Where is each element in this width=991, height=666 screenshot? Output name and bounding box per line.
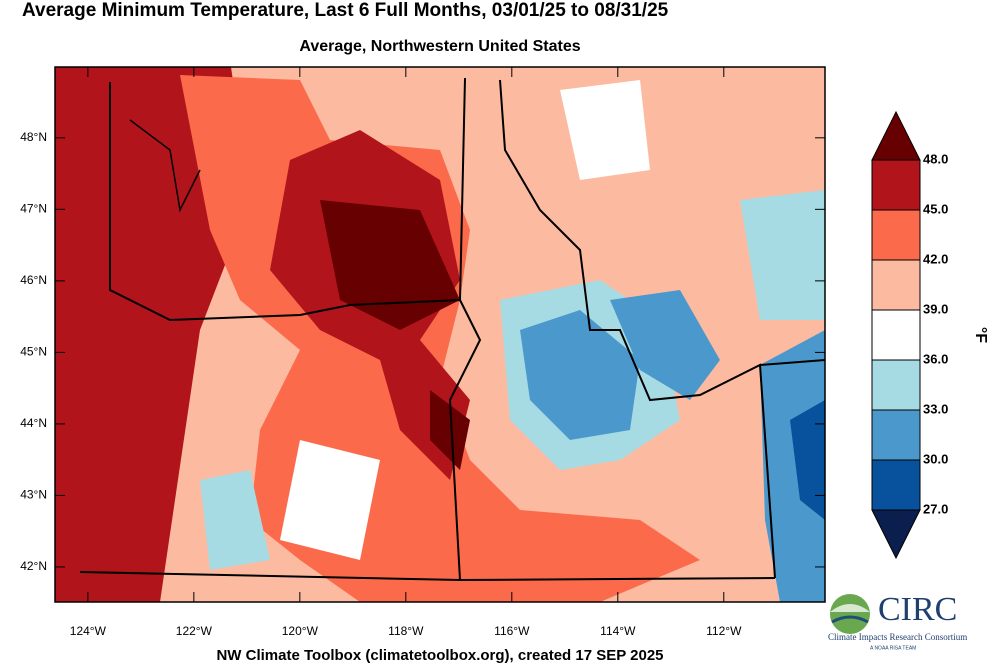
- borders: [79, 77, 826, 582]
- colorbar-label: 36.0: [923, 351, 948, 366]
- colorbar-bin: [871, 159, 921, 211]
- x-tick-label: 122°W: [176, 624, 213, 638]
- colorbar-bin: [871, 409, 921, 461]
- title: Average Minimum Temperature, Last 6 Full…: [22, 0, 669, 21]
- x-tick-label: 114°W: [600, 624, 636, 638]
- colorbar-bin: [871, 209, 921, 261]
- colorbar-label: 48.0: [923, 151, 948, 166]
- axes: 124°W 122°W 120°W 118°W 116°W 114°W 112°W 42°N 4…: [20, 67, 825, 638]
- colorbar-label: 39.0: [923, 301, 948, 316]
- logo-icon: [830, 594, 870, 634]
- x-tick-label: 112°W: [706, 624, 742, 638]
- colorbar-label: 27.0: [923, 501, 948, 516]
- map-frame: [54, 66, 826, 603]
- y-tick-label: 42°N: [20, 559, 47, 573]
- logo-name: CIRC: [878, 591, 957, 628]
- footer: NW Climate Toolbox (climatetoolbox.org),…: [216, 647, 663, 664]
- y-tick-label: 47°N: [20, 202, 47, 216]
- x-tick-label: 118°W: [388, 624, 424, 638]
- colorbar-label: 30.0: [923, 451, 948, 466]
- colorbar-label: 33.0: [923, 401, 948, 416]
- map-raster: [55, 67, 825, 602]
- y-tick-label: 43°N: [20, 488, 47, 502]
- colorbar-bin: [871, 309, 921, 361]
- logo-tagline: A NOAA RISA TEAM: [870, 645, 916, 651]
- y-tick-label: 45°N: [20, 345, 47, 359]
- colorbar-under: [871, 509, 921, 560]
- colorbar-bin: [871, 459, 921, 511]
- colorbar-bin: [871, 259, 921, 311]
- colorbar: 27.0 30.0 33.0 36.0 39.0 42.0 45.0 48.0: [871, 110, 948, 560]
- x-tick-label: 116°W: [494, 624, 530, 638]
- colorbar-bin: [871, 359, 921, 411]
- logo-full-name: Climate Impacts Research Consortium: [828, 632, 967, 642]
- subtitle: Average, Northwestern United States: [299, 38, 580, 55]
- colorbar-label: 45.0: [923, 201, 948, 216]
- x-tick-label: 120°W: [282, 624, 319, 638]
- y-tick-label: 46°N: [20, 273, 47, 287]
- x-tick-label: 124°W: [70, 624, 107, 638]
- colorbar-label: 42.0: [923, 251, 948, 266]
- y-tick-label: 44°N: [20, 416, 47, 430]
- colorbar-over: [871, 110, 921, 161]
- colorbar-unit: °F: [972, 327, 989, 343]
- y-tick-label: 48°N: [20, 130, 47, 144]
